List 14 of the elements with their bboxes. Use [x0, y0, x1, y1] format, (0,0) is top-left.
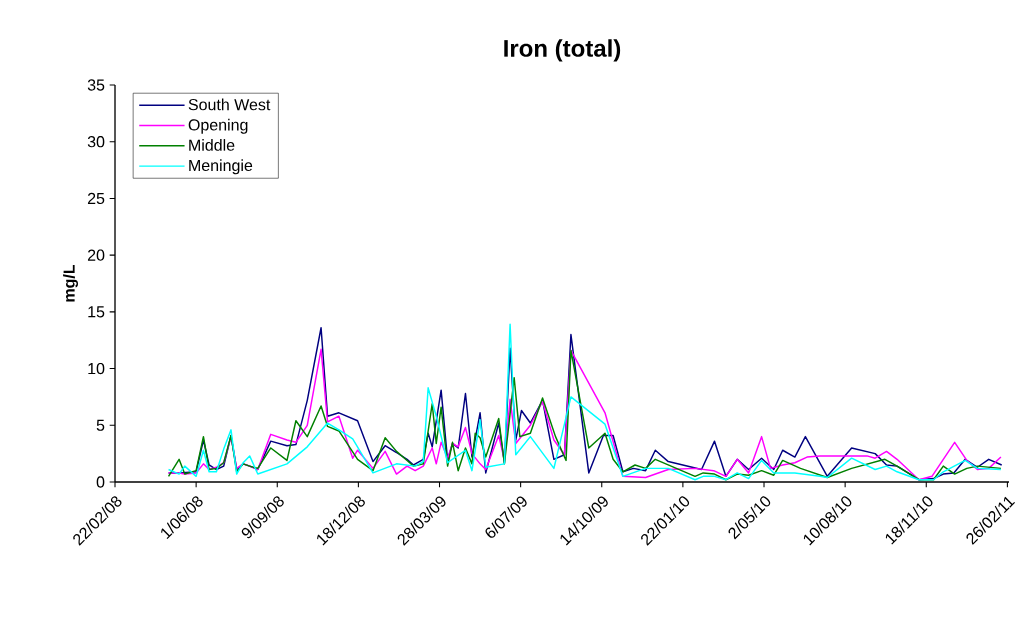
y-tick-label: 30	[87, 136, 105, 148]
legend-label: Middle	[189, 139, 235, 151]
y-tick-label: 0	[96, 476, 105, 488]
y-tick-label: 5	[96, 419, 105, 431]
y-tick-label: 20	[87, 249, 105, 261]
legend-label: South West	[188, 98, 271, 111]
y-tick-label: 15	[88, 306, 105, 318]
y-axis-title: mg/L	[63, 264, 78, 302]
legend-label: Opening	[188, 118, 248, 134]
y-tick-label: 25	[87, 192, 105, 205]
y-tick-label: 35	[87, 79, 105, 91]
legend-label: Meningie	[189, 159, 253, 175]
chart-title: Iron (total)	[504, 39, 621, 62]
y-tick-label: 10	[88, 362, 105, 375]
